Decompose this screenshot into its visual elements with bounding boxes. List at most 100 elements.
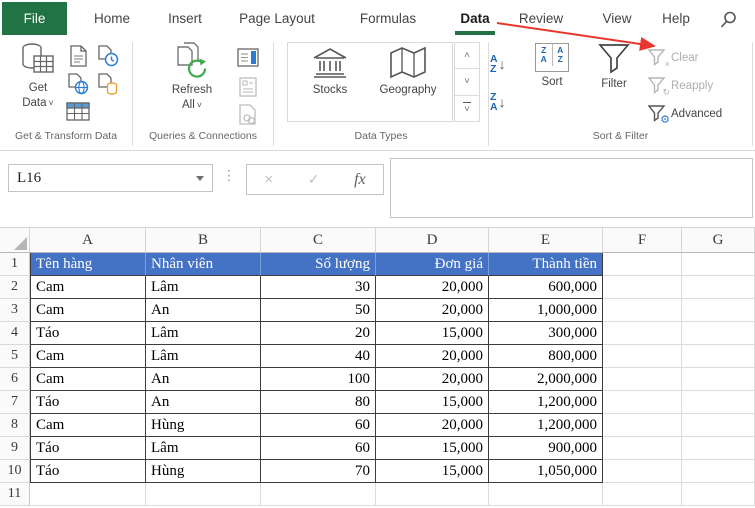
cell-E2[interactable]: 600,000 bbox=[489, 276, 603, 299]
cell-A9[interactable]: Táo bbox=[30, 437, 146, 460]
resize-dots-icon[interactable]: ⋮ bbox=[222, 167, 236, 183]
cell-G5[interactable] bbox=[682, 345, 755, 368]
recent-sources-button[interactable] bbox=[96, 44, 120, 68]
cell-C1[interactable]: Số lượng bbox=[261, 253, 376, 276]
search-icon[interactable] bbox=[716, 8, 742, 32]
cell-G3[interactable] bbox=[682, 299, 755, 322]
get-data-button[interactable]: Get Data ˅ bbox=[10, 42, 66, 111]
cell-G2[interactable] bbox=[682, 276, 755, 299]
tab-formulas[interactable]: Formulas bbox=[359, 11, 417, 26]
column-header-B[interactable]: B bbox=[146, 228, 261, 253]
cell-F7[interactable] bbox=[603, 391, 682, 414]
filter-button[interactable]: Filter bbox=[586, 42, 642, 92]
cell-F3[interactable] bbox=[603, 299, 682, 322]
formula-input[interactable] bbox=[390, 158, 753, 218]
cell-C3[interactable]: 50 bbox=[261, 299, 376, 322]
geography-button[interactable]: Geography bbox=[368, 46, 448, 98]
tab-insert[interactable]: Insert bbox=[168, 11, 202, 26]
gallery-down-button[interactable]: ˅ bbox=[454, 69, 480, 96]
cell-E11[interactable] bbox=[489, 483, 603, 506]
row-header-4[interactable]: 4 bbox=[0, 322, 30, 345]
cell-C6[interactable]: 100 bbox=[261, 368, 376, 391]
row-header-3[interactable]: 3 bbox=[0, 299, 30, 322]
tab-home[interactable]: Home bbox=[93, 11, 130, 26]
insert-function-icon[interactable]: fx bbox=[354, 170, 366, 188]
tab-review[interactable]: Review bbox=[518, 11, 564, 26]
cell-A10[interactable]: Táo bbox=[30, 460, 146, 483]
cell-C7[interactable]: 80 bbox=[261, 391, 376, 414]
cell-C10[interactable]: 70 bbox=[261, 460, 376, 483]
cell-G1[interactable] bbox=[682, 253, 755, 276]
row-header-10[interactable]: 10 bbox=[0, 460, 30, 483]
column-header-D[interactable]: D bbox=[376, 228, 489, 253]
cell-E4[interactable]: 300,000 bbox=[489, 322, 603, 345]
cell-B11[interactable] bbox=[146, 483, 261, 506]
cell-C11[interactable] bbox=[261, 483, 376, 506]
cell-B10[interactable]: Hùng bbox=[146, 460, 261, 483]
cell-E7[interactable]: 1,200,000 bbox=[489, 391, 603, 414]
row-header-5[interactable]: 5 bbox=[0, 345, 30, 368]
cell-F1[interactable] bbox=[603, 253, 682, 276]
cell-E8[interactable]: 1,200,000 bbox=[489, 414, 603, 437]
cell-B5[interactable]: Lâm bbox=[146, 345, 261, 368]
cell-F6[interactable] bbox=[603, 368, 682, 391]
cell-B4[interactable]: Lâm bbox=[146, 322, 261, 345]
cell-D5[interactable]: 20,000 bbox=[376, 345, 489, 368]
cell-D9[interactable]: 15,000 bbox=[376, 437, 489, 460]
column-header-A[interactable]: A bbox=[30, 228, 146, 253]
cell-F2[interactable] bbox=[603, 276, 682, 299]
cell-A5[interactable]: Cam bbox=[30, 345, 146, 368]
cell-E5[interactable]: 800,000 bbox=[489, 345, 603, 368]
cell-B7[interactable]: An bbox=[146, 391, 261, 414]
cell-A7[interactable]: Táo bbox=[30, 391, 146, 414]
cell-G8[interactable] bbox=[682, 414, 755, 437]
column-header-C[interactable]: C bbox=[261, 228, 376, 253]
cell-C5[interactable]: 40 bbox=[261, 345, 376, 368]
column-header-E[interactable]: E bbox=[489, 228, 603, 253]
advanced-filter-button[interactable]: ⚙ Advanced bbox=[648, 102, 722, 126]
cell-A11[interactable] bbox=[30, 483, 146, 506]
existing-connections-button[interactable] bbox=[96, 72, 120, 96]
row-header-7[interactable]: 7 bbox=[0, 391, 30, 414]
row-header-1[interactable]: 1 bbox=[0, 253, 30, 276]
cell-G4[interactable] bbox=[682, 322, 755, 345]
cell-F8[interactable] bbox=[603, 414, 682, 437]
cell-B3[interactable]: An bbox=[146, 299, 261, 322]
cell-E3[interactable]: 1,000,000 bbox=[489, 299, 603, 322]
cell-D10[interactable]: 15,000 bbox=[376, 460, 489, 483]
cell-F5[interactable] bbox=[603, 345, 682, 368]
cell-A3[interactable]: Cam bbox=[30, 299, 146, 322]
cell-D2[interactable]: 20,000 bbox=[376, 276, 489, 299]
cell-B9[interactable]: Lâm bbox=[146, 437, 261, 460]
cell-E1[interactable]: Thành tiền bbox=[489, 253, 603, 276]
cell-A1[interactable]: Tên hàng bbox=[30, 253, 146, 276]
cell-D11[interactable] bbox=[376, 483, 489, 506]
cell-D7[interactable]: 15,000 bbox=[376, 391, 489, 414]
cell-D4[interactable]: 15,000 bbox=[376, 322, 489, 345]
cell-G9[interactable] bbox=[682, 437, 755, 460]
cell-F11[interactable] bbox=[603, 483, 682, 506]
from-table-range-button[interactable] bbox=[66, 100, 90, 124]
row-header-8[interactable]: 8 bbox=[0, 414, 30, 437]
cell-D6[interactable]: 20,000 bbox=[376, 368, 489, 391]
tab-data-selected[interactable]: Data bbox=[452, 2, 498, 35]
cell-G10[interactable] bbox=[682, 460, 755, 483]
row-header-2[interactable]: 2 bbox=[0, 276, 30, 299]
cell-C8[interactable]: 60 bbox=[261, 414, 376, 437]
cell-F9[interactable] bbox=[603, 437, 682, 460]
cell-G11[interactable] bbox=[682, 483, 755, 506]
cell-F4[interactable] bbox=[603, 322, 682, 345]
column-header-F[interactable]: F bbox=[603, 228, 682, 253]
cell-D1[interactable]: Đơn giá bbox=[376, 253, 489, 276]
cell-B1[interactable]: Nhân viên bbox=[146, 253, 261, 276]
column-header-G[interactable]: G bbox=[682, 228, 755, 253]
tab-page-layout[interactable]: Page Layout bbox=[239, 11, 315, 26]
cell-E10[interactable]: 1,050,000 bbox=[489, 460, 603, 483]
tab-view[interactable]: View bbox=[602, 11, 632, 26]
row-header-9[interactable]: 9 bbox=[0, 437, 30, 460]
cell-E6[interactable]: 2,000,000 bbox=[489, 368, 603, 391]
cell-B6[interactable]: An bbox=[146, 368, 261, 391]
